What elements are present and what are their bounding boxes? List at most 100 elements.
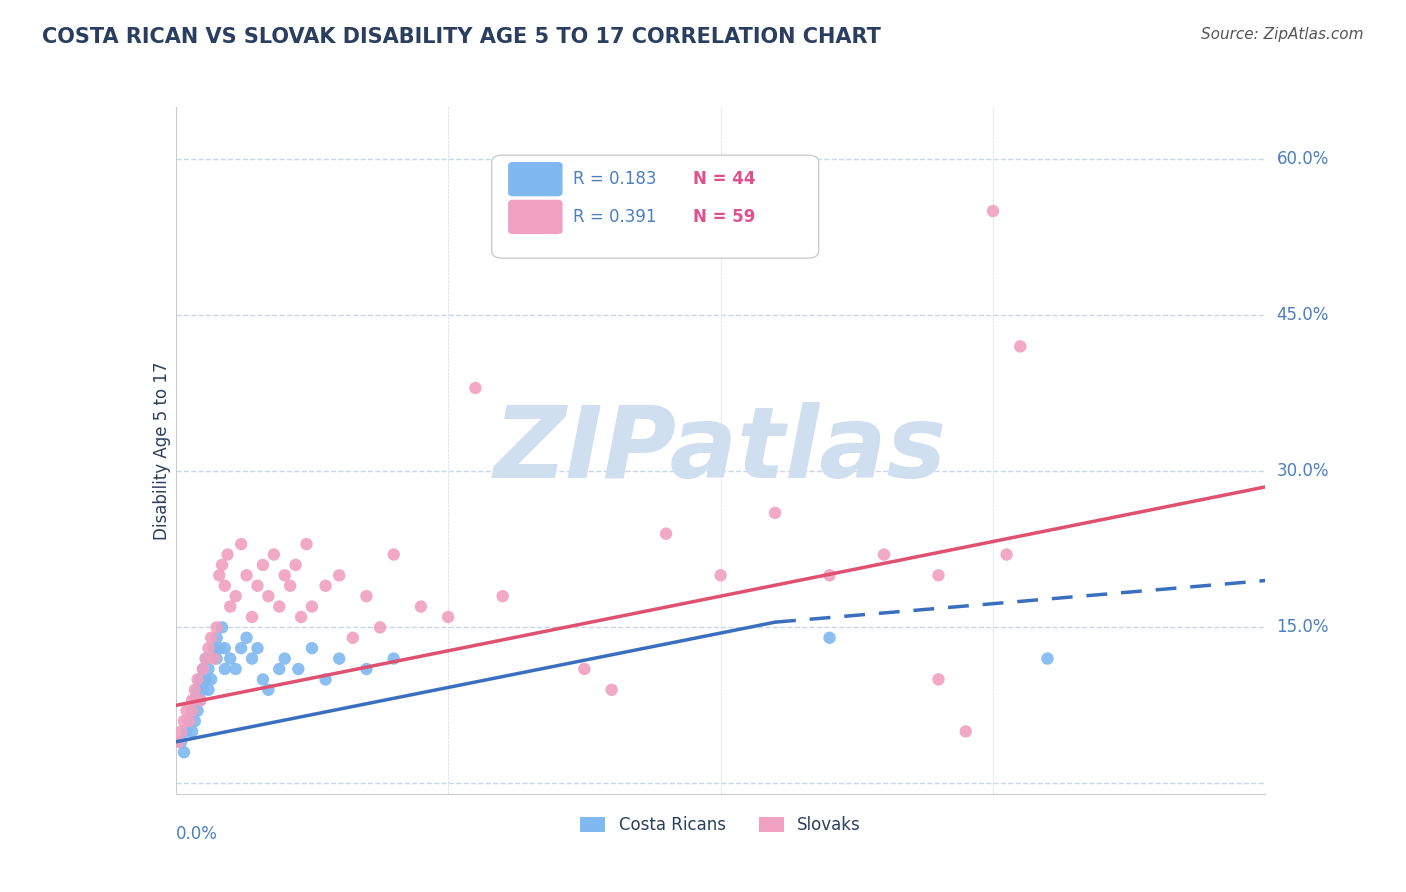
Point <box>208 568 231 582</box>
Text: 60.0%: 60.0% <box>1277 150 1329 168</box>
Point <box>1036 651 1059 665</box>
Point <box>197 641 219 656</box>
Point <box>170 724 193 739</box>
FancyBboxPatch shape <box>492 155 818 258</box>
Point <box>219 599 242 614</box>
Point <box>246 579 269 593</box>
Point <box>186 704 209 718</box>
Point <box>205 631 228 645</box>
Point <box>981 204 1004 219</box>
Point <box>191 682 214 697</box>
Point <box>240 610 263 624</box>
Point <box>240 651 263 665</box>
Point <box>179 714 201 728</box>
Point <box>818 568 841 582</box>
Point <box>278 579 301 593</box>
Point <box>181 724 204 739</box>
Point <box>873 548 896 562</box>
Text: Source: ZipAtlas.com: Source: ZipAtlas.com <box>1201 27 1364 42</box>
Point <box>409 599 432 614</box>
Point <box>188 693 211 707</box>
Point <box>301 599 323 614</box>
Point <box>995 548 1018 562</box>
Text: COSTA RICAN VS SLOVAK DISABILITY AGE 5 TO 17 CORRELATION CHART: COSTA RICAN VS SLOVAK DISABILITY AGE 5 T… <box>42 27 882 46</box>
Point <box>197 682 219 697</box>
Point <box>284 558 307 572</box>
Point <box>167 735 190 749</box>
Point <box>173 745 195 759</box>
Point <box>315 579 337 593</box>
Point <box>342 631 364 645</box>
Point <box>176 724 198 739</box>
Point <box>184 682 207 697</box>
Point <box>200 673 222 687</box>
Point <box>186 673 209 687</box>
Point <box>225 662 247 676</box>
Point <box>214 662 236 676</box>
Point <box>257 589 280 603</box>
Text: N = 44: N = 44 <box>693 170 756 188</box>
Point <box>191 662 214 676</box>
Point <box>202 651 225 665</box>
Point <box>184 714 207 728</box>
Point <box>368 620 391 634</box>
FancyBboxPatch shape <box>508 200 562 234</box>
Point <box>188 693 211 707</box>
Point <box>328 568 350 582</box>
Point <box>928 568 950 582</box>
Point <box>173 714 195 728</box>
Point <box>382 651 405 665</box>
Text: ZIPatlas: ZIPatlas <box>494 402 948 499</box>
Point <box>574 662 596 676</box>
Point <box>179 714 201 728</box>
Point <box>328 651 350 665</box>
Point <box>274 651 297 665</box>
Point <box>464 381 486 395</box>
Text: 15.0%: 15.0% <box>1277 618 1329 636</box>
Point <box>191 662 214 676</box>
Point <box>257 682 280 697</box>
Text: 0.0%: 0.0% <box>176 825 218 843</box>
Point <box>295 537 318 551</box>
Point <box>194 651 217 665</box>
Legend: Costa Ricans, Slovaks: Costa Ricans, Slovaks <box>574 809 868 840</box>
Point <box>252 558 274 572</box>
Point <box>202 641 225 656</box>
Point <box>186 682 209 697</box>
Y-axis label: Disability Age 5 to 17: Disability Age 5 to 17 <box>153 361 172 540</box>
Text: R = 0.391: R = 0.391 <box>574 208 657 226</box>
Point <box>181 704 204 718</box>
Point <box>315 673 337 687</box>
Point <box>214 579 236 593</box>
Point <box>194 651 217 665</box>
Point <box>231 537 253 551</box>
Point <box>181 704 204 718</box>
Point <box>181 693 204 707</box>
Point <box>176 704 198 718</box>
Point <box>188 673 211 687</box>
Point <box>301 641 323 656</box>
Point <box>269 599 291 614</box>
Point <box>211 558 233 572</box>
Point <box>235 568 257 582</box>
Point <box>263 548 285 562</box>
Point <box>217 548 239 562</box>
Point <box>492 589 515 603</box>
Point <box>290 610 312 624</box>
Point <box>184 693 207 707</box>
Text: N = 59: N = 59 <box>693 208 755 226</box>
Point <box>818 631 841 645</box>
Text: 30.0%: 30.0% <box>1277 462 1329 480</box>
Point <box>252 673 274 687</box>
Point <box>208 641 231 656</box>
Point <box>246 641 269 656</box>
FancyBboxPatch shape <box>508 162 562 196</box>
Text: 45.0%: 45.0% <box>1277 306 1329 324</box>
Point <box>955 724 977 739</box>
Point <box>211 620 233 634</box>
Point <box>194 673 217 687</box>
Point <box>200 631 222 645</box>
Point <box>219 651 242 665</box>
Point <box>197 662 219 676</box>
Point <box>205 651 228 665</box>
